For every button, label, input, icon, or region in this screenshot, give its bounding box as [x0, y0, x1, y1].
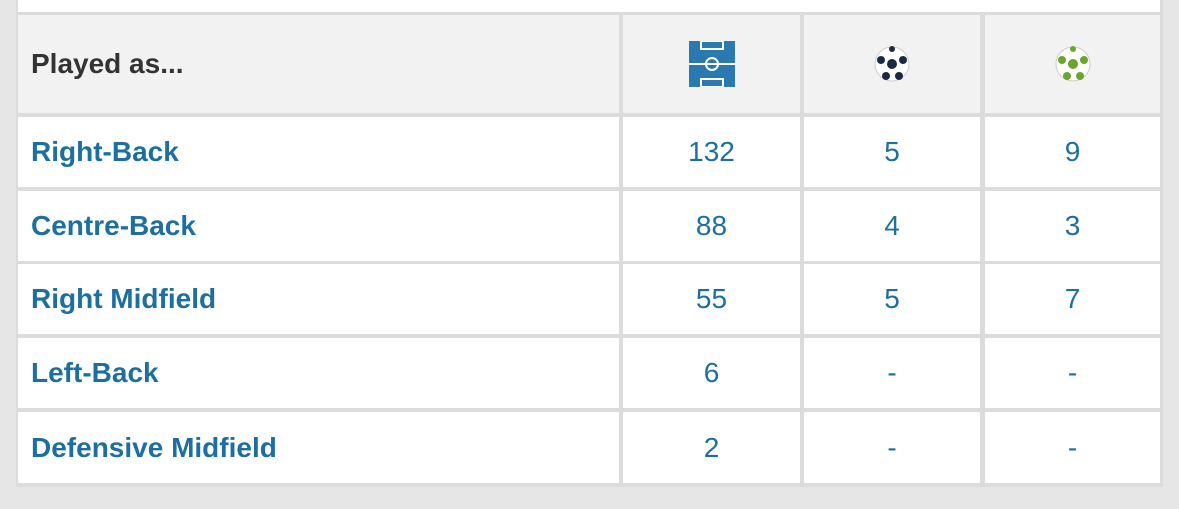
goals-cell: 5 — [804, 117, 980, 187]
assists-cell: - — [985, 412, 1160, 483]
header-title: Played as... — [18, 15, 619, 113]
header-appearances — [623, 15, 800, 113]
position-cell[interactable]: Left-Back — [18, 338, 619, 408]
header-assists — [985, 15, 1160, 113]
assists-cell: 3 — [985, 191, 1160, 261]
ball-icon-green — [1055, 46, 1090, 82]
assists-cell: 9 — [985, 117, 1160, 187]
ball-icon — [874, 46, 910, 82]
goals-cell: - — [804, 338, 980, 408]
table-top — [18, 0, 1160, 12]
assists-cell: - — [985, 338, 1160, 408]
stats-table: Played as... Right-Back 132 5 9 Centre-Back 8… — [16, 0, 1163, 487]
position-cell[interactable]: Right-Back — [18, 117, 619, 187]
goals-cell: 4 — [804, 191, 980, 261]
position-cell[interactable]: Centre-Back — [18, 191, 619, 261]
appearances-cell: 132 — [623, 117, 800, 187]
appearances-cell: 6 — [623, 338, 800, 408]
goals-cell: 5 — [804, 264, 980, 334]
appearances-cell: 55 — [623, 264, 800, 334]
appearances-cell: 2 — [623, 412, 800, 483]
goals-cell: - — [804, 412, 980, 483]
position-cell[interactable]: Right Midfield — [18, 264, 619, 334]
assists-cell: 7 — [985, 264, 1160, 334]
header-goals — [804, 15, 980, 113]
position-cell[interactable]: Defensive Midfield — [18, 412, 619, 483]
appearances-cell: 88 — [623, 191, 800, 261]
pitch-icon — [688, 41, 735, 87]
